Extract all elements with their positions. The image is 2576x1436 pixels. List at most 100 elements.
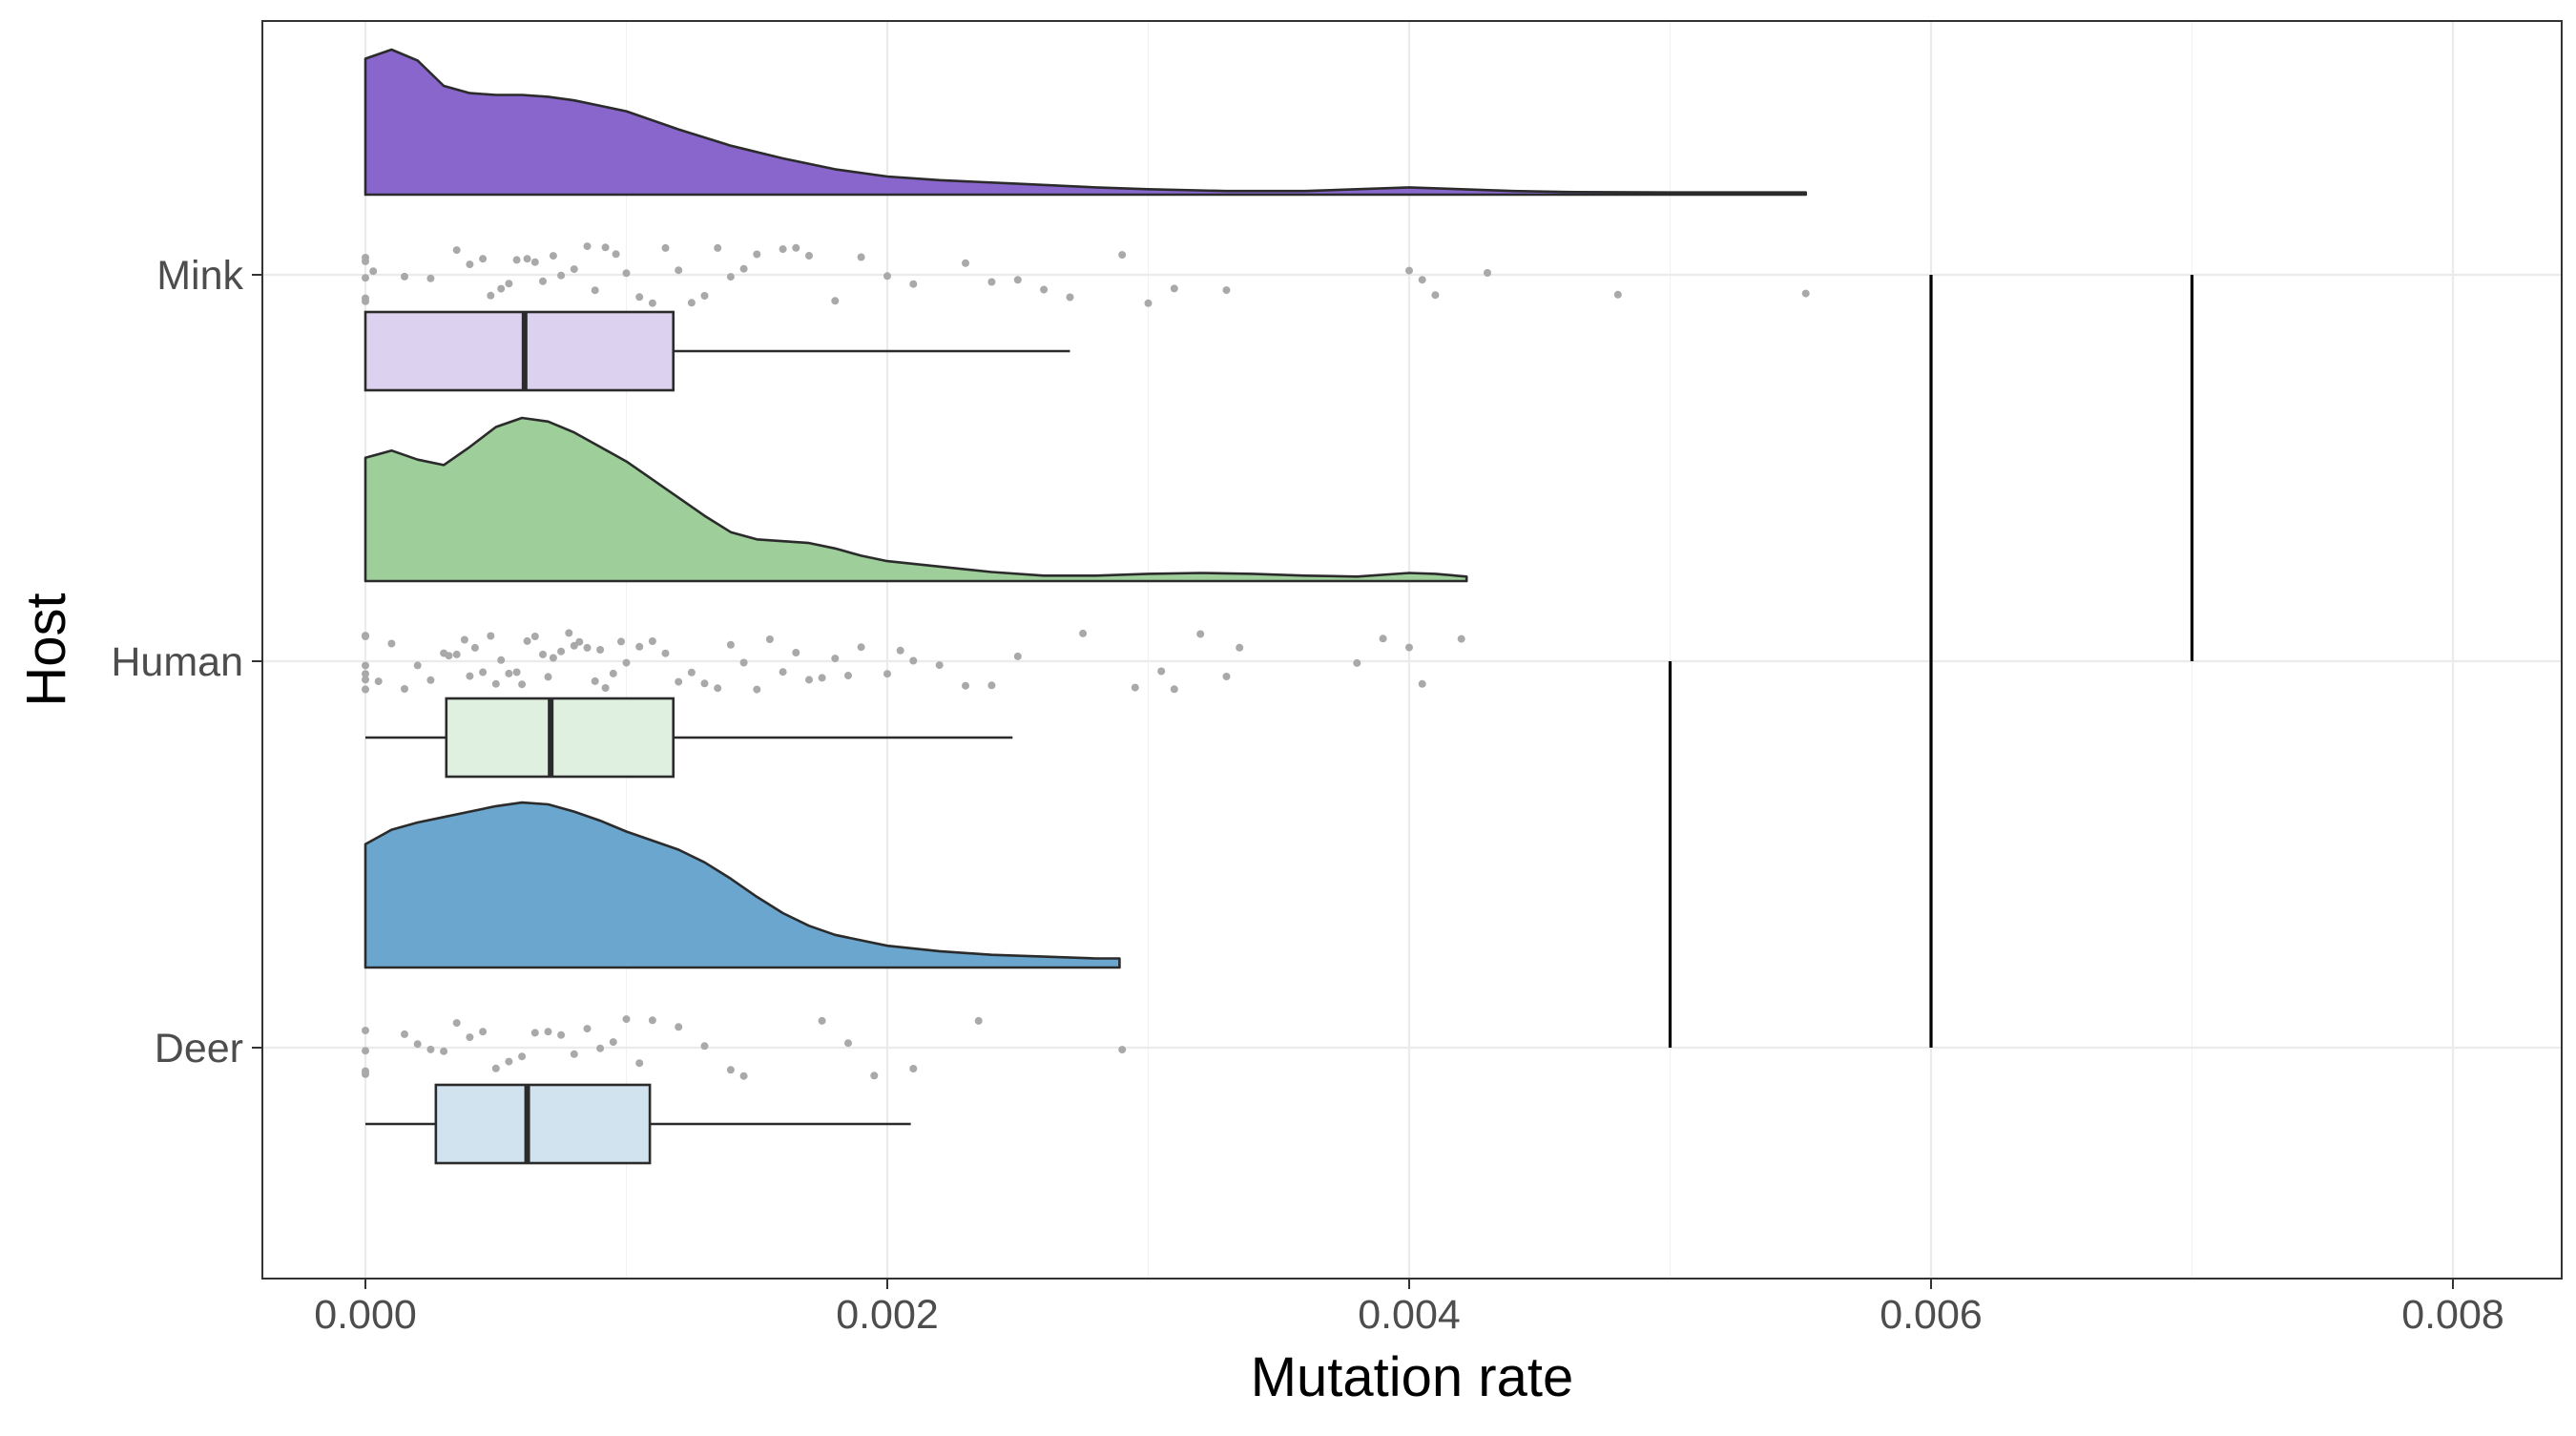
jitter-point (530, 258, 539, 266)
jitter-point (591, 286, 599, 295)
jitter-point (1066, 293, 1074, 302)
jitter-point (883, 272, 891, 281)
jitter-point (374, 677, 383, 686)
jitter-point (401, 1030, 408, 1038)
jitter-point (518, 1052, 527, 1061)
jitter-point (805, 676, 813, 684)
jitter-point (583, 1025, 592, 1033)
density-cloud (364, 416, 1468, 583)
jitter-point (549, 252, 557, 260)
jitter-point (1222, 673, 1231, 680)
jitter-point (362, 1070, 369, 1078)
jitter-point (765, 635, 774, 643)
jitter-point (909, 280, 918, 288)
jitter-point (818, 674, 826, 682)
jitter-point (466, 260, 474, 269)
series-human (362, 416, 1468, 779)
jitter-point (445, 652, 453, 660)
jitter-point (1222, 286, 1231, 295)
jitter-point (714, 684, 722, 693)
jitter-point (1431, 291, 1440, 300)
jitter-point (575, 637, 584, 646)
jitter-point (549, 654, 557, 662)
jitter-point (870, 1072, 879, 1080)
jitter-point (460, 635, 468, 644)
jitter-point (617, 637, 625, 646)
jitter-point (557, 1030, 566, 1039)
jitter-point (570, 641, 578, 650)
jitter-point (505, 280, 513, 288)
jitter-point (512, 668, 521, 676)
jitter-point (601, 684, 610, 692)
jitter-point (523, 255, 531, 263)
jitter-point (479, 255, 488, 263)
jitter-point (523, 636, 531, 645)
jitter-point (596, 646, 605, 654)
jitter-point (440, 1047, 448, 1055)
jitter-point (1079, 629, 1088, 637)
jitter-point (487, 291, 495, 300)
jitter-point (844, 672, 852, 679)
series-mink (362, 48, 1810, 392)
jitter-point (362, 274, 369, 282)
jitter-point (700, 679, 709, 688)
jitter-point (479, 668, 488, 676)
jitter-point (1418, 679, 1426, 688)
x-tick-label: 0.004 (1358, 1292, 1461, 1338)
jitter-point (1170, 685, 1178, 694)
jitter-point (935, 661, 944, 670)
jitter-point (426, 274, 435, 282)
jitter-point (530, 633, 539, 640)
jitter-point (779, 245, 787, 254)
y-axis-title: Host (15, 593, 77, 706)
jitter-point (648, 299, 656, 307)
jitter-point (1379, 635, 1387, 643)
jitter-point (1196, 630, 1205, 638)
grid-lines (262, 21, 2562, 1279)
jitter-point (362, 676, 369, 684)
jitter-point (466, 672, 474, 680)
jitter-point (387, 639, 396, 648)
jitter-point (362, 632, 369, 640)
y-tick-label: Deer (155, 1026, 243, 1072)
jitter-point (505, 1057, 513, 1066)
jitter-point (539, 277, 547, 285)
jitter-point (857, 643, 865, 652)
jitter-point (1144, 299, 1153, 307)
jitter-point (675, 677, 683, 686)
jitter-point (818, 1016, 826, 1025)
jitter-point (1405, 266, 1413, 275)
jitter-point (675, 1023, 683, 1031)
jitter-point (544, 673, 552, 681)
jitter-point (974, 1016, 983, 1025)
jitter-point (753, 685, 761, 694)
jitter-point (557, 647, 566, 656)
jitter-point (452, 1019, 461, 1028)
jitter-point (714, 243, 722, 252)
jitter-point (426, 676, 435, 684)
series-group (362, 48, 1810, 1165)
jitter-point (401, 685, 408, 693)
jitter-point (1170, 284, 1178, 293)
jitter-point (591, 676, 599, 685)
jitter-point (466, 1033, 474, 1042)
jitter-point (544, 1028, 552, 1036)
jitter-point (909, 1065, 918, 1072)
jitter-point (739, 658, 748, 667)
jitter-point (530, 1029, 539, 1037)
jitter-point (739, 264, 748, 273)
jitter-point (609, 669, 617, 677)
jitter-point (700, 292, 709, 300)
box-iqr (364, 310, 675, 392)
jitter-point (612, 250, 620, 259)
jitter-point (487, 632, 495, 640)
series-deer (362, 801, 1127, 1165)
jitter-point (362, 297, 369, 305)
jitter-point (1457, 635, 1465, 643)
jitter-point (726, 273, 735, 281)
jitter-point (583, 643, 592, 652)
jitter-point (362, 1027, 369, 1034)
jitter-point (601, 243, 610, 252)
